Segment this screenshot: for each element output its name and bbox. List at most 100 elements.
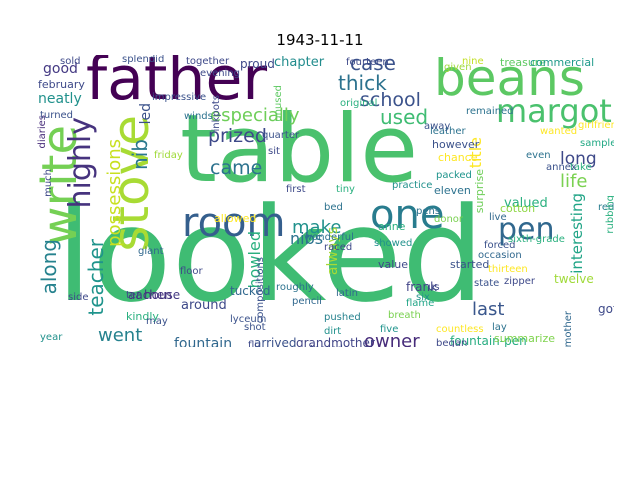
cloud-word: turned bbox=[40, 110, 74, 121]
cloud-word: red bbox=[598, 202, 614, 213]
cloud-word: showed bbox=[374, 238, 413, 249]
cloud-word: allowed bbox=[214, 212, 257, 225]
cloud-word: highly bbox=[63, 117, 98, 209]
cloud-word: thick bbox=[338, 71, 387, 95]
cloud-word: take bbox=[570, 162, 592, 173]
cloud-word: pen bbox=[498, 212, 555, 247]
cloud-word: neatly bbox=[38, 91, 82, 107]
cloud-word: life bbox=[560, 171, 588, 192]
cloud-word: nib bbox=[128, 139, 152, 170]
cloud-word: however bbox=[432, 138, 480, 151]
cloud-word: arrived bbox=[254, 336, 297, 347]
cloud-word: breath bbox=[388, 310, 421, 321]
cloud-word: together bbox=[186, 56, 230, 67]
cloud-word: chapter bbox=[274, 55, 325, 70]
cloud-word: giant bbox=[138, 246, 164, 257]
cloud-word: came bbox=[210, 157, 263, 179]
cloud-word: treasure bbox=[500, 56, 546, 69]
cloud-word: interesting bbox=[568, 193, 586, 274]
cloud-word: friday bbox=[154, 150, 183, 161]
cloud-word: remained bbox=[466, 106, 514, 117]
cloud-word: much bbox=[43, 169, 54, 197]
cloud-word: shot bbox=[244, 322, 266, 333]
cloud-word: leather bbox=[430, 126, 466, 137]
cloud-word: aachen bbox=[128, 288, 172, 302]
cloud-word: flame bbox=[406, 298, 435, 309]
cloud-word: forced bbox=[484, 240, 516, 251]
cloud-word: countless bbox=[436, 324, 484, 335]
cloud-word: value bbox=[378, 258, 409, 271]
cloud-word: went bbox=[98, 325, 143, 346]
cloud-word: lyceum bbox=[230, 314, 267, 325]
cloud-word: prized bbox=[208, 125, 267, 147]
cloud-word: splendid bbox=[122, 55, 165, 65]
cloud-word: side bbox=[68, 292, 89, 303]
cloud-word: last bbox=[472, 299, 505, 320]
cloud-word: one bbox=[370, 192, 445, 238]
cloud-word: along bbox=[37, 239, 61, 295]
cloud-word: school bbox=[360, 89, 421, 111]
cloud-word: possessions bbox=[104, 139, 125, 247]
cloud-word: grandmother bbox=[296, 336, 375, 347]
cloud-word: occasion bbox=[478, 250, 522, 261]
cloud-word: nibs bbox=[290, 229, 324, 248]
cloud-word: owner bbox=[364, 331, 420, 348]
cloud-word: roughly bbox=[276, 282, 314, 293]
cloud-word: cotton bbox=[500, 202, 536, 215]
cloud-word: proud bbox=[240, 57, 275, 71]
cloud-word: donor bbox=[434, 214, 464, 225]
cloud-word: ten bbox=[126, 290, 143, 301]
cloud-word: february bbox=[38, 78, 85, 91]
cloud-word: eleven bbox=[434, 184, 471, 197]
cloud-word: original bbox=[340, 98, 378, 109]
cloud-word: house bbox=[144, 288, 181, 302]
cloud-word: year bbox=[40, 332, 63, 343]
cloud-word: tossed bbox=[310, 345, 343, 348]
cloud-word: state bbox=[474, 278, 500, 289]
cloud-word: tiny bbox=[336, 184, 355, 195]
cloud-word: pencil bbox=[292, 296, 322, 307]
cloud-word: good bbox=[43, 61, 78, 77]
cloud-word: looked bbox=[56, 179, 485, 331]
cloud-word: long bbox=[560, 149, 597, 169]
cloud-word: chance bbox=[438, 151, 478, 164]
cloud-word: flu bbox=[248, 340, 261, 348]
cloud-word: summarize bbox=[494, 332, 555, 345]
cloud-word: winds bbox=[184, 111, 213, 122]
cloud-word: led bbox=[138, 103, 154, 125]
cloud-word: bed bbox=[324, 202, 343, 213]
cloud-word: zipper bbox=[504, 276, 535, 287]
cloud-word: impressive bbox=[152, 92, 207, 103]
cloud-word: started bbox=[450, 258, 490, 271]
cloud-word: make bbox=[292, 217, 342, 238]
cloud-word: wonderful bbox=[304, 232, 354, 243]
cloud-word: anne bbox=[378, 220, 406, 233]
cloud-word: us bbox=[428, 282, 440, 293]
cloud-word: compositions bbox=[255, 257, 266, 324]
cloud-word: five bbox=[380, 324, 399, 335]
cloud-word: room bbox=[182, 200, 286, 246]
cloud-word: table bbox=[180, 95, 419, 204]
cloud-word: six bbox=[416, 292, 430, 303]
cloud-word: even bbox=[526, 150, 551, 161]
cloud-word: teacher bbox=[84, 239, 108, 316]
cloud-word: first bbox=[286, 184, 306, 195]
cloud-word: sixth-grade bbox=[508, 234, 565, 245]
cloud-word: practice bbox=[392, 180, 433, 191]
cloud-word: rubbing bbox=[605, 195, 614, 234]
cloud-word: may bbox=[146, 316, 168, 327]
cloud-word: tucked bbox=[230, 284, 271, 298]
cloud-word: kindly bbox=[126, 310, 159, 323]
cloud-word: lay bbox=[492, 322, 507, 333]
cloud-word: fourteen bbox=[346, 57, 389, 68]
cloud-word: nine bbox=[462, 56, 484, 67]
cloud-word: began bbox=[436, 338, 468, 348]
cloud-word: surprise bbox=[473, 169, 486, 214]
cloud-word: mother bbox=[563, 311, 574, 347]
cloud-word: commercial bbox=[530, 56, 595, 69]
cloud-word: raced bbox=[324, 242, 353, 253]
cloud-word: around bbox=[181, 298, 227, 313]
cloud-word: father bbox=[86, 55, 268, 114]
cloud-word: dirt bbox=[324, 326, 342, 337]
cloud-word: case bbox=[350, 55, 396, 75]
